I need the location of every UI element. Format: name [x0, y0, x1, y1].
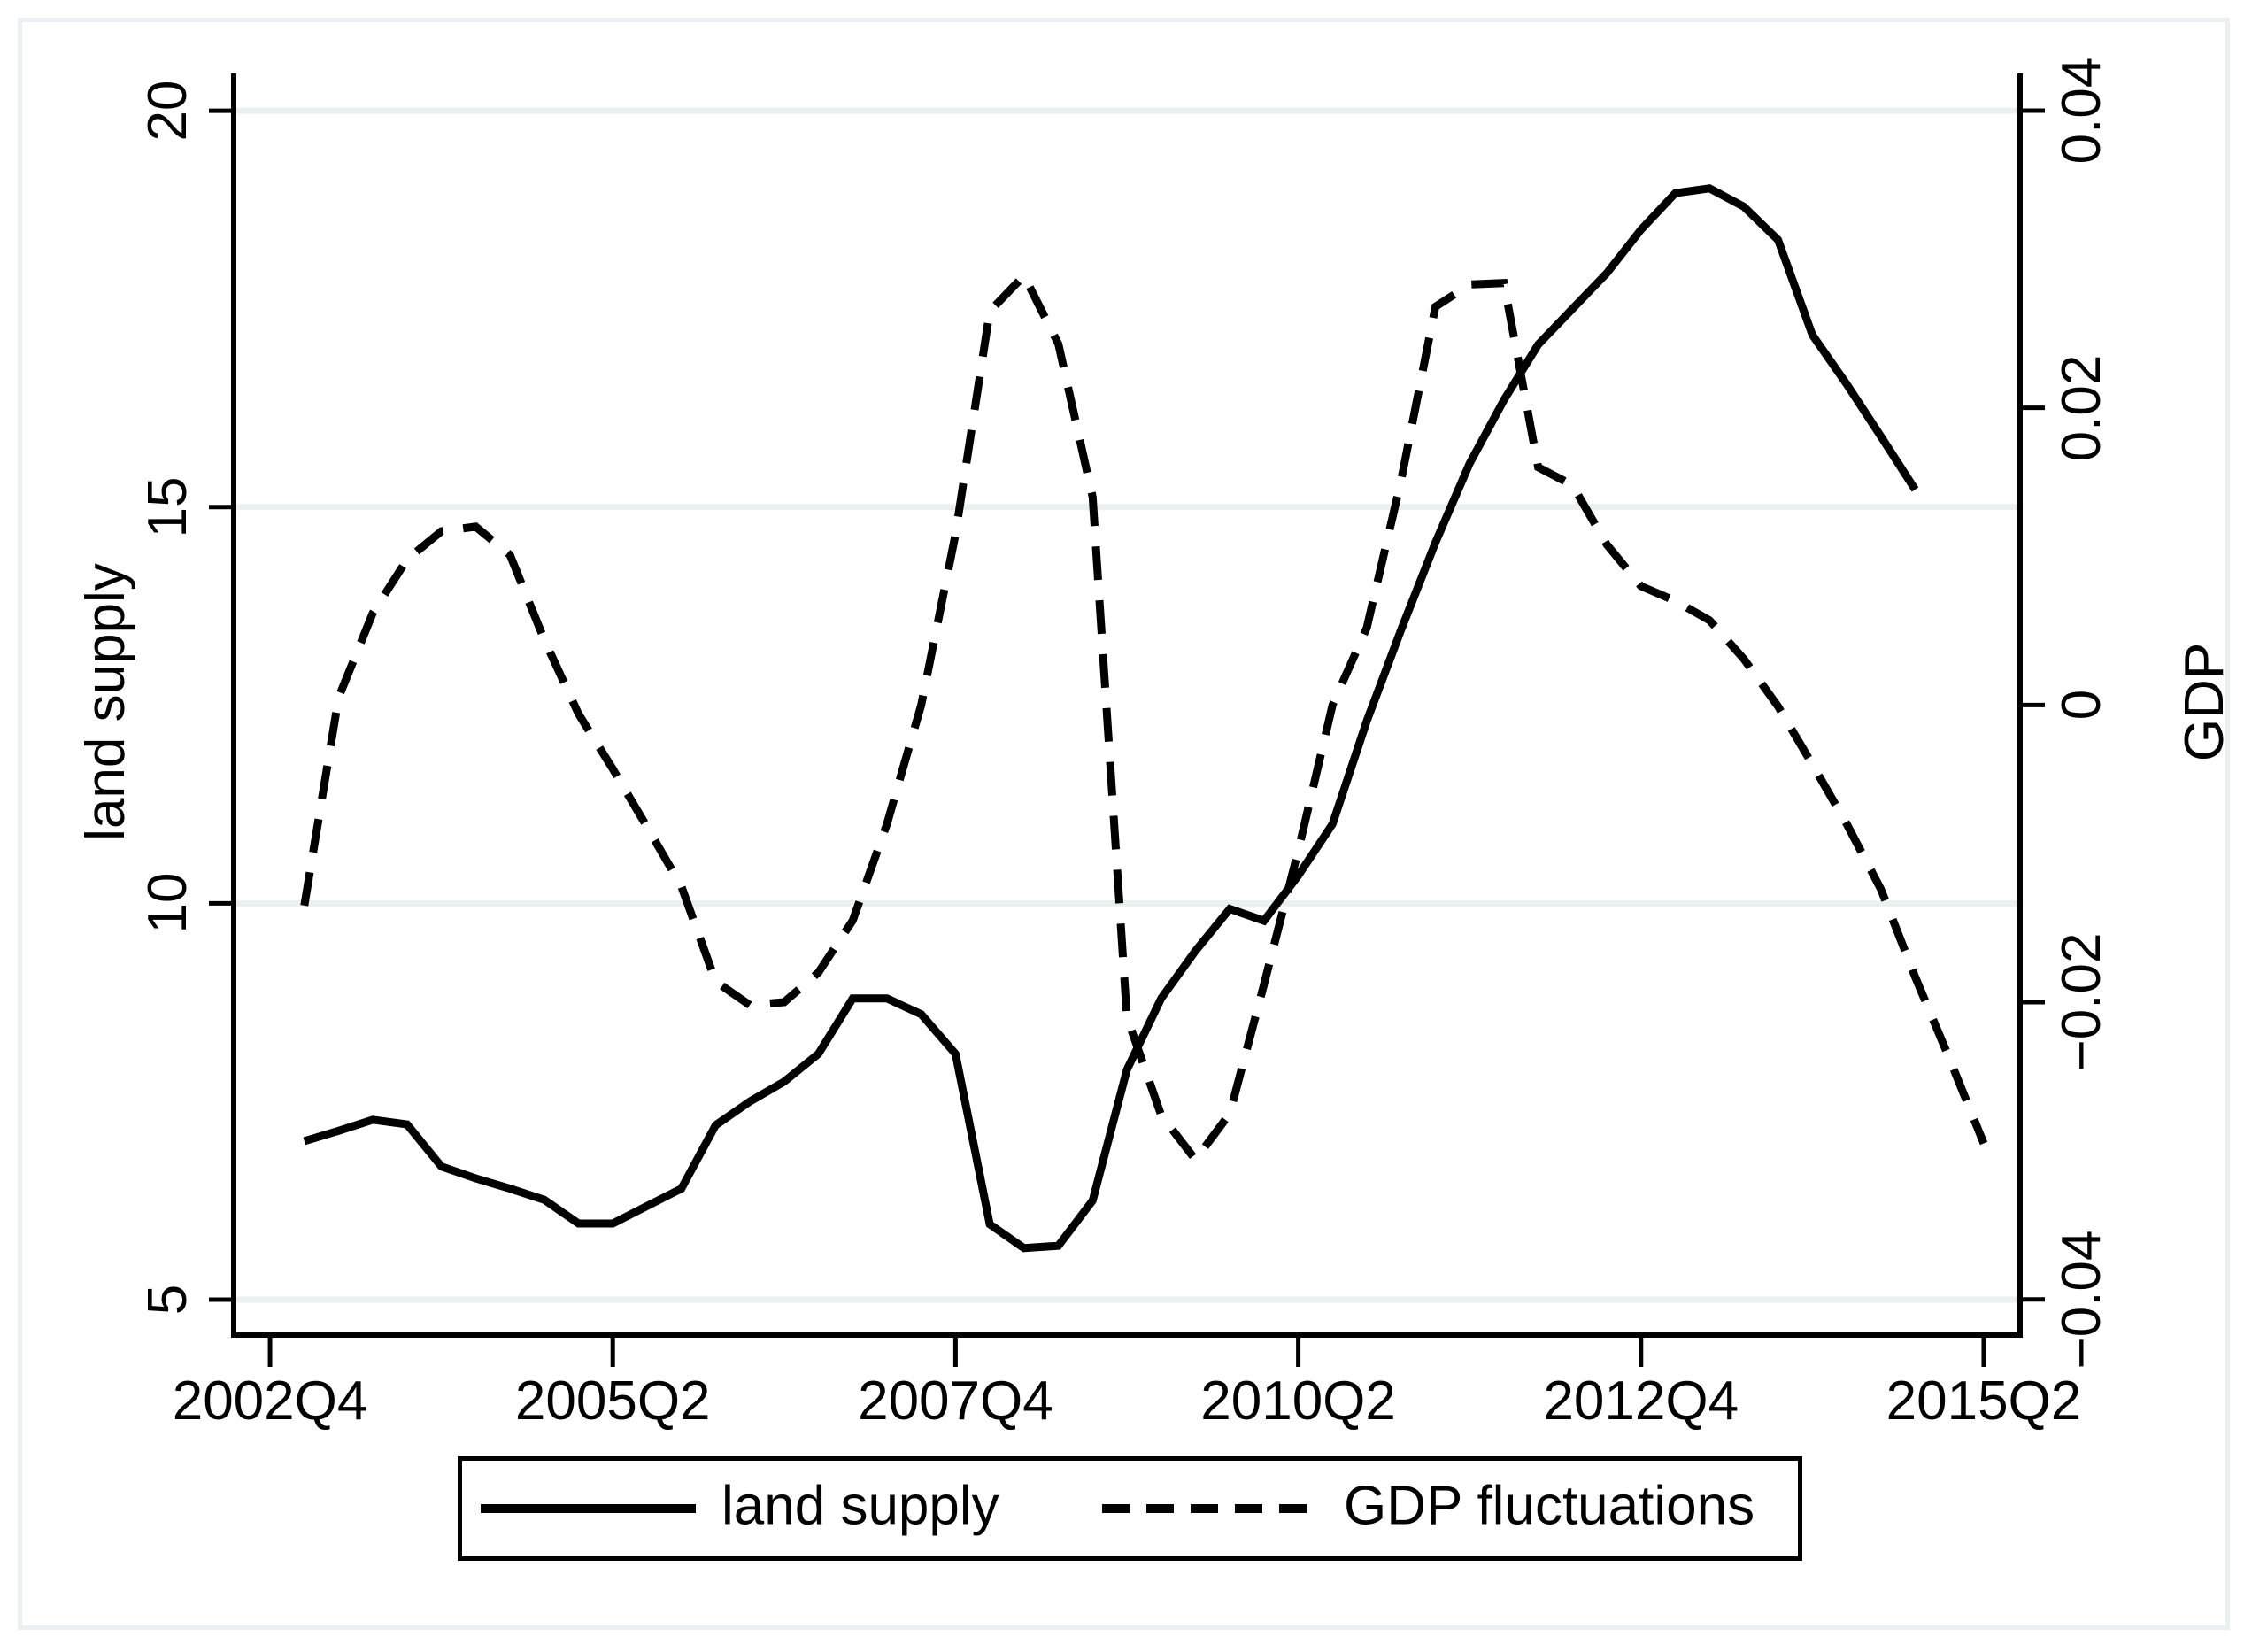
legend-label-gdp-fluctuations: GDP fluctuations: [1344, 1475, 1755, 1537]
left-axis-tick-label: 20: [137, 80, 198, 142]
legend-label-land-supply: land supply: [721, 1475, 999, 1537]
right-axis-tick-label: −0.02: [2051, 932, 2112, 1072]
x-axis-tick-label: 2002Q4: [172, 1370, 368, 1432]
right-axis-tick-label: 0.04: [2051, 57, 2112, 165]
right-axis-tick-label: 0: [2051, 690, 2112, 721]
right-axis-tick-label: 0.02: [2051, 354, 2112, 461]
dashed-line-swatch: [1102, 1504, 1317, 1513]
x-axis-tick-label: 2007Q4: [858, 1370, 1053, 1432]
left-axis-tick-label: 5: [137, 1284, 198, 1316]
x-axis-tick-label: 2005Q2: [514, 1370, 711, 1432]
x-axis-tick-label: 2012Q4: [1543, 1370, 1739, 1432]
left-axis-tick-label: 10: [137, 872, 198, 934]
x-axis-tick-label: 2010Q2: [1200, 1370, 1396, 1432]
legend: land supply GDP fluctuations: [458, 1456, 1802, 1561]
right-axis-tick-label: −0.04: [2051, 1230, 2112, 1370]
right-axis-title: GDP: [2174, 642, 2235, 762]
left-axis-title: land supply: [75, 563, 136, 841]
x-axis-tick-label: 2015Q2: [1886, 1370, 2082, 1432]
left-axis-tick-label: 15: [137, 476, 198, 538]
solid-line-swatch: [481, 1504, 696, 1513]
